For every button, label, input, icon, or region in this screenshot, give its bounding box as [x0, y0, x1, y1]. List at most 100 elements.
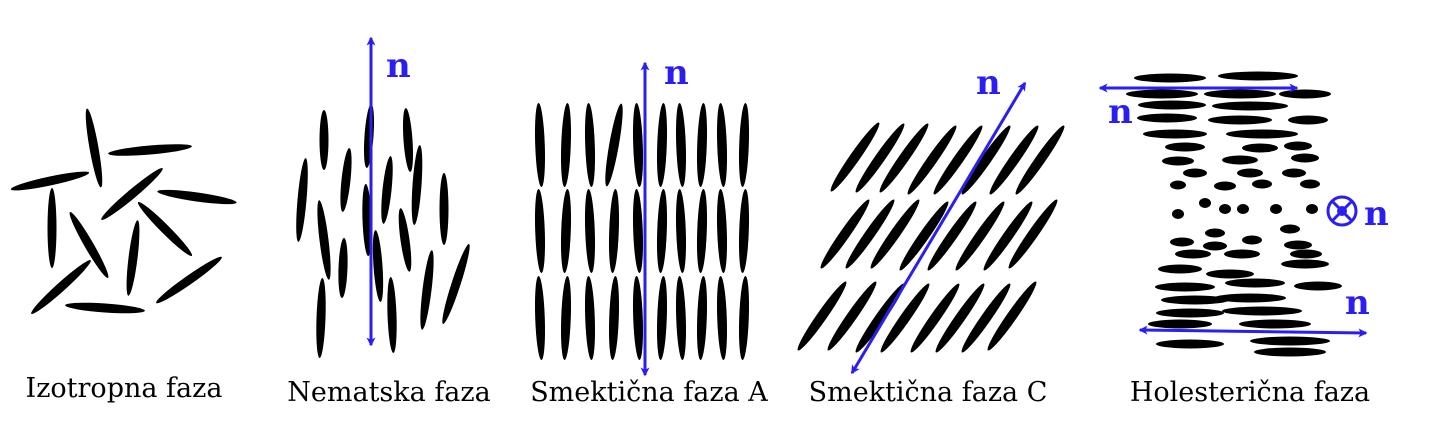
molecule — [1291, 153, 1319, 163]
molecule — [1294, 281, 1342, 291]
molecule — [1162, 156, 1194, 166]
director-label: n — [386, 46, 411, 86]
molecule — [1237, 168, 1263, 178]
molecule — [632, 276, 644, 360]
molecule — [1282, 168, 1306, 178]
molecule — [1205, 228, 1225, 238]
molecule — [534, 276, 546, 360]
molecule — [1242, 143, 1278, 153]
molecule-group — [10, 108, 237, 314]
molecule — [797, 281, 847, 351]
molecule — [1242, 235, 1262, 245]
molecule — [1015, 125, 1065, 195]
panel-isotropic: Izotropna faza — [10, 108, 237, 404]
molecule-group — [534, 103, 750, 360]
molecule — [1250, 336, 1330, 346]
molecule — [381, 156, 393, 224]
molecule — [1219, 204, 1231, 214]
molecule — [1208, 115, 1272, 125]
molecule — [296, 158, 308, 242]
molecule — [716, 276, 728, 360]
molecule — [1239, 319, 1311, 329]
molecule — [907, 125, 957, 195]
molecule — [1222, 155, 1258, 165]
director-label: n — [976, 63, 1001, 103]
director-label: n — [1364, 194, 1389, 234]
molecule — [1158, 264, 1202, 274]
molecule — [584, 103, 596, 187]
molecule-group — [797, 122, 1065, 353]
molecule — [584, 189, 596, 273]
molecule — [1214, 293, 1286, 303]
caption-nematic: Nematska faza — [287, 377, 490, 408]
molecule — [560, 189, 572, 273]
molecule — [47, 188, 57, 268]
molecule — [738, 103, 750, 187]
molecule — [1279, 89, 1331, 99]
molecule — [31, 260, 91, 314]
molecule — [137, 201, 193, 257]
molecule — [1143, 129, 1207, 139]
molecule — [1225, 278, 1285, 288]
molecule-group — [296, 104, 470, 358]
molecule — [716, 189, 728, 273]
molecule — [1237, 204, 1249, 214]
molecule — [1218, 71, 1298, 81]
molecule — [1284, 240, 1312, 250]
molecule — [716, 103, 728, 187]
molecule — [1214, 181, 1236, 191]
molecule — [1226, 129, 1298, 139]
molecule — [1254, 347, 1326, 357]
molecule — [1284, 141, 1312, 151]
director-label: n — [664, 53, 689, 93]
molecule — [534, 189, 546, 273]
molecule — [675, 103, 687, 187]
molecule — [1288, 115, 1328, 125]
molecule — [402, 108, 414, 172]
molecule — [1212, 101, 1288, 111]
molecule — [534, 103, 546, 187]
director-arrow — [1138, 325, 1368, 338]
director-arrow — [850, 81, 1027, 375]
molecule — [442, 244, 470, 324]
molecule — [10, 171, 90, 191]
molecule — [439, 173, 449, 245]
caption-smectic-c: Smektična faza C — [809, 377, 1048, 408]
director-label: n — [1108, 92, 1133, 132]
molecule — [1252, 179, 1272, 189]
director-into-page-icon — [1326, 195, 1358, 227]
molecule — [1138, 100, 1206, 110]
caption-cholesteric: Holesterična faza — [1130, 377, 1370, 408]
molecule — [398, 208, 412, 272]
molecule — [85, 108, 103, 188]
molecule — [696, 276, 708, 360]
molecule — [656, 103, 668, 187]
molecule — [157, 189, 237, 205]
molecule — [372, 230, 384, 302]
molecule — [1290, 249, 1322, 259]
molecule — [1175, 249, 1211, 259]
molecule — [1134, 73, 1206, 83]
molecule — [108, 144, 192, 156]
molecule — [961, 125, 1011, 195]
molecule — [1281, 259, 1329, 269]
molecule — [1300, 179, 1320, 189]
molecule — [340, 148, 352, 212]
molecule — [1204, 89, 1276, 99]
molecule — [1161, 295, 1229, 305]
molecule — [1280, 224, 1300, 234]
molecule — [1137, 113, 1197, 123]
molecule — [696, 189, 708, 273]
molecule — [560, 276, 572, 360]
molecule — [1199, 198, 1211, 208]
molecule-group — [1126, 71, 1342, 357]
molecule — [738, 276, 750, 360]
molecule — [1270, 204, 1282, 214]
molecule — [560, 103, 572, 187]
molecule — [605, 103, 623, 187]
molecule — [656, 276, 668, 360]
molecule — [955, 201, 1005, 271]
molecule — [1156, 339, 1224, 349]
molecule — [584, 276, 596, 360]
